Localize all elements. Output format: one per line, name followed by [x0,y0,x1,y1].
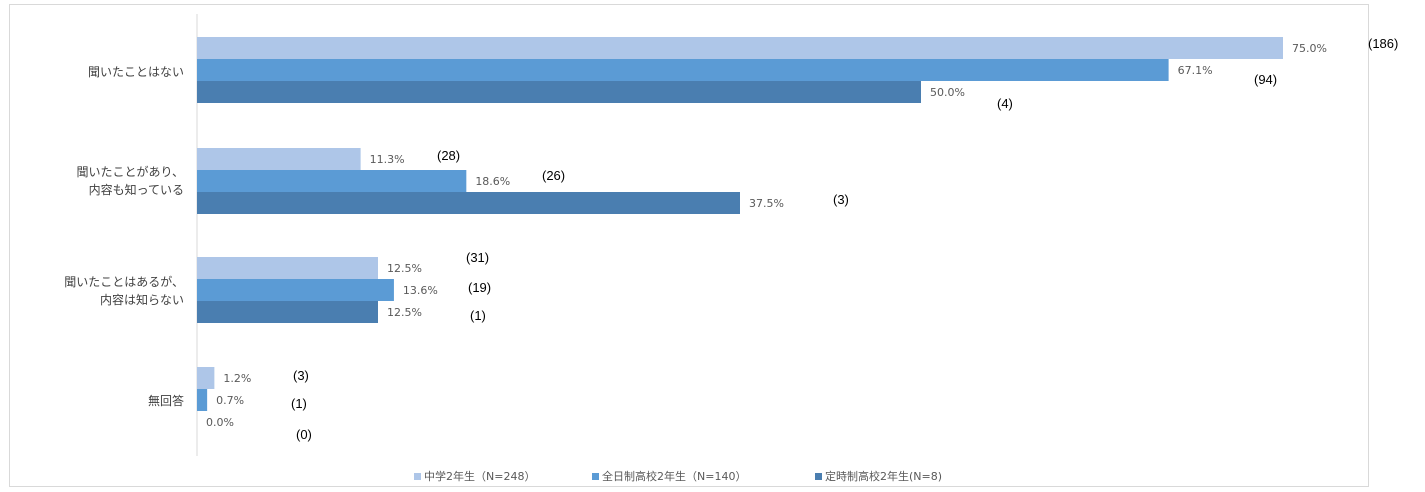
count-label-s2-c1: (3) [833,192,849,207]
category-label-3-line0: 無回答 [148,393,184,408]
bar-s1-c3 [197,389,208,411]
value-label-s0-c3: 1.2% [223,372,251,385]
bar-s2-c0 [197,81,921,103]
bar-s0-c2 [197,257,378,279]
legend-swatch-1 [592,473,599,480]
bar-s1-c1 [197,170,467,192]
legend-label-1: 全日制高校2年生（N=140） [602,469,746,483]
value-label-s1-c0: 67.1% [1178,64,1213,77]
legend-swatch-0 [414,473,421,480]
count-label-s0-c0: (186) [1368,36,1398,51]
count-label-s1-c2: (19) [468,280,491,295]
count-label-s1-c3: (1) [291,396,307,411]
chart-frame [9,4,1369,487]
value-label-s1-c1: 18.6% [475,175,510,188]
bars-layer [197,37,1283,411]
legend-label-2: 定時制高校2年生(N=8) [825,469,942,483]
count-label-s1-c1: (26) [542,168,565,183]
category-label-1-line1: 内容も知っている [89,182,184,197]
legend: 中学2年生（N=248） 全日制高校2年生（N=140） 定時制高校2年生(N=8) [414,469,942,483]
bar-s1-c2 [197,279,394,301]
value-label-s1-c2: 13.6% [403,284,438,297]
value-label-s2-c2: 12.5% [387,306,422,319]
value-labels-layer: 75.0% 11.3% 12.5% 1.2% 67.1% 18.6% 13.6% 0.7% 50… [206,42,1327,429]
count-label-s0-c3: (3) [293,368,309,383]
count-label-s2-c3: (0) [296,427,312,442]
value-label-s0-c2: 12.5% [387,262,422,275]
category-labels-layer: 聞いたことはない聞いたことがあり、内容も知っている聞いたことはあるが、内容は知ら… [64,65,184,408]
category-label-0-line0: 聞いたことはない [88,65,184,79]
category-label-2-line1: 内容は知らない [100,292,184,307]
value-label-s0-c1: 11.3% [370,153,405,166]
count-label-s1-c0: (94) [1254,72,1277,87]
count-label-s0-c1: (28) [437,148,460,163]
bar-s1-c0 [197,59,1169,81]
legend-label-0: 中学2年生（N=248） [424,469,535,483]
count-label-s2-c2: (1) [470,308,486,323]
count-labels-layer: (186) (28) (31) (3) (94) (26) (19) (1) (4) (3) (1)… [291,36,1398,442]
count-label-s0-c2: (31) [466,250,489,265]
bar-s2-c1 [197,192,740,214]
legend-swatch-2 [815,473,822,480]
bar-s2-c2 [197,301,378,323]
bar-s0-c1 [197,148,361,170]
bar-s0-c3 [197,367,215,389]
bar-s0-c0 [197,37,1283,59]
category-label-1-line0: 聞いたことがあり、 [76,164,184,179]
count-label-s2-c0: (4) [997,96,1013,111]
category-label-2-line0: 聞いたことはあるが、 [64,274,184,289]
value-label-s2-c0: 50.0% [930,86,965,99]
value-label-s2-c3: 0.0% [206,416,234,429]
value-label-s1-c3: 0.7% [216,394,244,407]
value-label-s0-c0: 75.0% [1292,42,1327,55]
value-label-s2-c1: 37.5% [749,197,784,210]
